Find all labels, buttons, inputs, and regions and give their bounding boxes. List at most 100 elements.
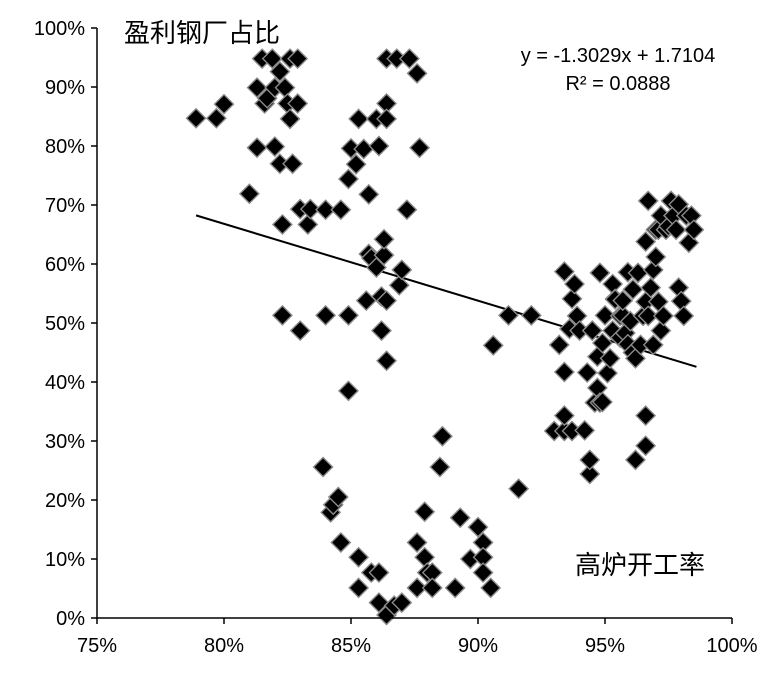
data-point: [561, 288, 583, 310]
x-tick-label: 95%: [585, 635, 625, 657]
data-point: [246, 137, 268, 159]
data-point: [368, 592, 390, 614]
data-point: [271, 304, 293, 326]
y-tick-label: 0%: [56, 608, 85, 630]
trendline-r-squared: R² = 0.0888: [565, 73, 670, 95]
data-point: [670, 290, 692, 312]
y-tick-label: 40%: [45, 372, 85, 394]
data-point: [497, 304, 519, 326]
data-point: [261, 48, 283, 70]
y-tick-label: 70%: [45, 195, 85, 217]
data-point: [652, 305, 674, 327]
data-point: [271, 213, 293, 235]
data-point: [406, 577, 428, 599]
data-point: [368, 135, 390, 157]
data-point: [508, 478, 530, 500]
data-point: [520, 304, 542, 326]
data-point: [645, 246, 667, 268]
data-point: [365, 257, 387, 279]
y-tick-label: 20%: [45, 490, 85, 512]
data-point: [553, 361, 575, 383]
data-point: [348, 546, 370, 568]
data-point: [409, 137, 431, 159]
data-point: [406, 62, 428, 84]
data-point: [579, 463, 601, 485]
data-point: [391, 592, 413, 614]
data-point: [299, 198, 321, 220]
data-point: [373, 244, 395, 266]
data-point: [624, 449, 646, 471]
trendline: [195, 214, 697, 368]
data-point: [315, 304, 337, 326]
y-tick-label: 10%: [45, 549, 85, 571]
data-point: [348, 108, 370, 130]
data-point: [548, 334, 570, 356]
data-point: [238, 183, 260, 205]
data-point: [370, 320, 392, 342]
data-point: [269, 61, 291, 83]
data-point: [282, 153, 304, 175]
data-point: [348, 577, 370, 599]
data-point: [406, 531, 428, 553]
x-axis-title: 高炉开工率: [575, 551, 705, 581]
data-point: [327, 486, 349, 508]
data-point: [467, 516, 489, 538]
data-point: [373, 228, 395, 250]
x-tick-label: 100%: [706, 635, 757, 657]
data-point: [421, 577, 443, 599]
data-point: [640, 277, 662, 299]
data-point: [683, 219, 705, 241]
data-point: [576, 362, 598, 384]
data-point: [589, 262, 611, 284]
data-point: [482, 334, 504, 356]
data-point: [376, 290, 398, 312]
y-tick-label: 50%: [45, 313, 85, 335]
y-tick-label: 100%: [34, 18, 85, 40]
trendline-equation: y = -1.3029x + 1.7104: [521, 45, 716, 67]
data-point: [398, 48, 420, 70]
data-point: [599, 347, 621, 369]
data-point: [391, 259, 413, 281]
data-point: [602, 273, 624, 295]
data-point: [553, 405, 575, 427]
data-point: [355, 290, 377, 312]
data-point: [358, 183, 380, 205]
data-point: [376, 108, 398, 130]
data-point: [337, 168, 359, 190]
data-point: [315, 199, 337, 221]
data-point: [449, 507, 471, 529]
data-point: [612, 290, 634, 312]
data-point: [581, 320, 603, 342]
data-point: [444, 577, 466, 599]
data-point: [591, 332, 613, 354]
data-point: [665, 219, 687, 241]
y-axis-title: 盈利钢厂占比: [124, 19, 280, 49]
x-tick-label: 85%: [331, 635, 371, 657]
data-point: [185, 107, 207, 129]
data-point: [213, 93, 235, 115]
data-point: [312, 456, 334, 478]
data-point: [472, 562, 494, 584]
data-point: [246, 77, 268, 99]
data-point: [330, 199, 352, 221]
data-point: [635, 435, 657, 457]
x-tick-label: 75%: [77, 635, 117, 657]
data-point: [597, 362, 619, 384]
data-point: [414, 501, 436, 523]
data-point: [637, 305, 659, 327]
data-point: [396, 199, 418, 221]
data-point: [635, 231, 657, 253]
data-point: [279, 108, 301, 130]
data-point: [480, 577, 502, 599]
data-point: [376, 350, 398, 372]
data-point: [388, 274, 410, 296]
data-point: [287, 48, 309, 70]
data-point: [635, 405, 657, 427]
data-point: [264, 136, 286, 158]
data-point: [574, 419, 596, 441]
y-tick-label: 30%: [45, 431, 85, 453]
data-point: [429, 456, 451, 478]
data-point: [337, 304, 359, 326]
